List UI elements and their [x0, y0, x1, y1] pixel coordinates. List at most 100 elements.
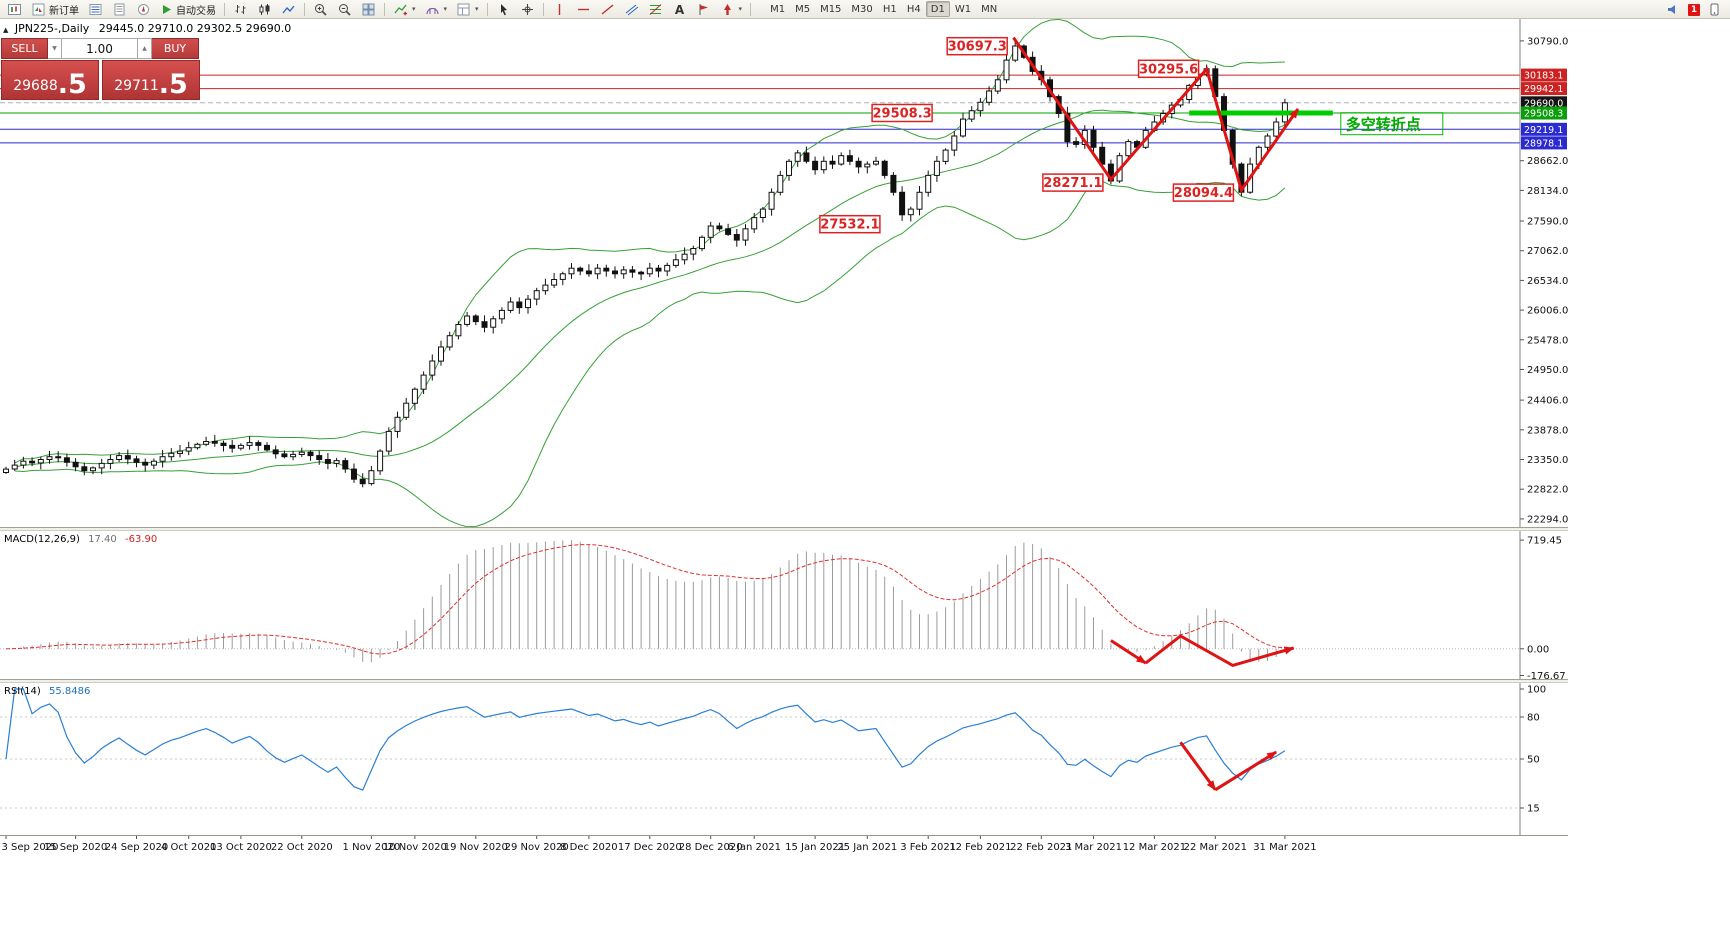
- new-order-button[interactable]: 新订单: [27, 1, 83, 18]
- timeframe-m15-button[interactable]: M15: [820, 3, 842, 15]
- new-chart-button[interactable]: [3, 1, 26, 18]
- auto-trading-button[interactable]: 自动交易: [156, 1, 220, 18]
- data-window-icon: [114, 3, 125, 15]
- timeframe-w1-button[interactable]: W1: [954, 3, 972, 15]
- timeframe-m1-button[interactable]: M1: [770, 3, 786, 15]
- svg-text:29690.0: 29690.0: [1524, 98, 1563, 109]
- svg-text:1 Nov 2020: 1 Nov 2020: [343, 842, 401, 853]
- cursor-button[interactable]: [492, 1, 515, 18]
- timeframe-mn-button[interactable]: MN: [981, 3, 998, 15]
- svg-text:29508.3: 29508.3: [1524, 109, 1563, 120]
- volume-input[interactable]: 1.00: [62, 38, 138, 59]
- svg-text:-176.67: -176.67: [1527, 671, 1566, 679]
- price-annotation[interactable]: 30697.3: [946, 36, 1008, 56]
- candlestick-mode-button[interactable]: [253, 1, 276, 18]
- timeframe-m30-button[interactable]: M30: [851, 3, 873, 15]
- fibonacci-button[interactable]: [644, 1, 667, 18]
- text-button[interactable]: A: [668, 1, 691, 18]
- chevron-down-icon: ▾: [475, 5, 479, 13]
- indicators-button[interactable]: ▾: [389, 1, 420, 18]
- price-chart[interactable]: 30697.3 30295.6 29508.3 28271.1 28094.4 27532…: [0, 18, 1568, 528]
- rsi-chart[interactable]: 100 80 50 15: [0, 683, 1568, 835]
- time-axis[interactable]: 3 Sep 2020 15 Sep 2020 24 Sep 2020 4 Oct 20…: [0, 835, 1568, 855]
- bar-chart-mode-button[interactable]: [229, 1, 252, 18]
- text-label-button[interactable]: [692, 1, 715, 18]
- svg-text:28662.0: 28662.0: [1527, 156, 1568, 167]
- cycles-button[interactable]: ▾: [421, 1, 452, 18]
- svg-text:3 Sep 2020: 3 Sep 2020: [1, 842, 58, 853]
- price-annotation[interactable]: 30295.6: [1137, 59, 1200, 79]
- timeframe-d1-button[interactable]: D1: [925, 1, 950, 17]
- volume-increase-button[interactable]: ▲: [138, 38, 152, 59]
- tile-windows-button[interactable]: [357, 1, 380, 18]
- svg-text:29 Nov 2020: 29 Nov 2020: [505, 842, 569, 853]
- rsi-trend-arrow[interactable]: [1179, 741, 1217, 791]
- data-window-button[interactable]: [108, 1, 131, 18]
- one-click-toggle-icon[interactable]: ▲: [3, 26, 9, 34]
- market-watch-button[interactable]: [84, 1, 107, 18]
- toolbar-separator: [750, 2, 752, 16]
- line-chart-mode-button[interactable]: [277, 1, 300, 18]
- macd-axis[interactable]: 719.45 0.00 -176.67: [1519, 531, 1566, 682]
- templates-button[interactable]: ▾: [452, 1, 483, 18]
- macd-name: MACD(12,26,9): [4, 534, 80, 545]
- svg-text:12 Mar 2021: 12 Mar 2021: [1123, 842, 1186, 853]
- flag-icon: [699, 3, 708, 15]
- rsi-axis[interactable]: 100 80 50 15: [1519, 683, 1546, 835]
- svg-text:28271.1: 28271.1: [1043, 176, 1102, 191]
- svg-text:24406.0: 24406.0: [1527, 396, 1568, 407]
- pane-splitter[interactable]: [0, 527, 1568, 531]
- fibonacci-icon: [649, 3, 661, 15]
- svg-text:31 Mar 2021: 31 Mar 2021: [1253, 842, 1316, 853]
- macd-chart[interactable]: 719.45 0.00 -176.67: [0, 531, 1568, 682]
- macd-trend-arrow[interactable]: [1110, 639, 1147, 665]
- new-chart-icon: [8, 3, 21, 15]
- svg-text:29219.1: 29219.1: [1524, 125, 1563, 136]
- svg-text:22 Oct 2020: 22 Oct 2020: [271, 842, 333, 853]
- zoom-in-button[interactable]: [309, 1, 332, 18]
- notification-badge[interactable]: 1: [1688, 3, 1700, 16]
- vertical-line-button[interactable]: [548, 1, 571, 18]
- trend-arrow[interactable]: [1012, 36, 1300, 194]
- rsi-trend-arrow[interactable]: [1214, 750, 1278, 792]
- timeframe-h1-button[interactable]: H1: [882, 3, 897, 15]
- volume-decrease-button[interactable]: ▼: [48, 38, 62, 59]
- sell-button[interactable]: SELL: [1, 38, 48, 59]
- crosshair-button[interactable]: [516, 1, 539, 18]
- pane-splitter[interactable]: [0, 679, 1568, 683]
- bollinger-bands: [14, 18, 1286, 528]
- arrows-button[interactable]: ▾: [716, 1, 747, 18]
- trendline-button[interactable]: [596, 1, 619, 18]
- buy-price-main: 29711: [114, 78, 159, 94]
- zoom-out-button[interactable]: [333, 1, 356, 18]
- channel-button[interactable]: [620, 1, 643, 18]
- price-annotation[interactable]: 28094.4: [1172, 183, 1235, 202]
- svg-text:4 Oct 2020: 4 Oct 2020: [161, 842, 216, 853]
- price-badge: 29508.3: [1521, 106, 1567, 120]
- news-button[interactable]: [1662, 1, 1685, 18]
- timeframe-m5-button[interactable]: M5: [795, 3, 811, 15]
- svg-text:13 Oct 2020: 13 Oct 2020: [210, 842, 272, 853]
- price-badge: 29219.1: [1521, 122, 1567, 136]
- mobile-app-button[interactable]: [1703, 1, 1726, 18]
- svg-text:17 Dec 2020: 17 Dec 2020: [618, 842, 682, 853]
- sell-price-button[interactable]: 29688.5: [1, 60, 99, 100]
- macd-trend-arrow[interactable]: [1144, 634, 1295, 668]
- price-axis[interactable]: 30790.0 28662.0 28134.0 27590.0 27062.0 26534…: [1519, 19, 1568, 527]
- svg-text:29508.3: 29508.3: [872, 107, 931, 122]
- navigator-button[interactable]: [132, 1, 155, 18]
- buy-price-button[interactable]: 29711.5: [102, 60, 200, 100]
- horizontal-line-button[interactable]: [572, 1, 595, 18]
- price-badge: 29942.1: [1521, 82, 1567, 96]
- price-divider: [99, 60, 102, 100]
- price-annotation[interactable]: 29508.3: [871, 103, 933, 123]
- pivot-text-annotation[interactable]: 多空转折点: [1340, 112, 1444, 136]
- toolbar-right-icons: 1: [1662, 1, 1726, 18]
- toolbar-separator: [486, 2, 488, 16]
- timeframe-h4-button[interactable]: H4: [906, 3, 921, 15]
- chart-window: 30697.3 30295.6 29508.3 28271.1 28094.4 27532…: [0, 18, 1568, 855]
- price-annotation[interactable]: 28271.1: [1042, 173, 1104, 192]
- buy-button[interactable]: BUY: [152, 38, 199, 59]
- price-annotation[interactable]: 27532.1: [819, 214, 881, 234]
